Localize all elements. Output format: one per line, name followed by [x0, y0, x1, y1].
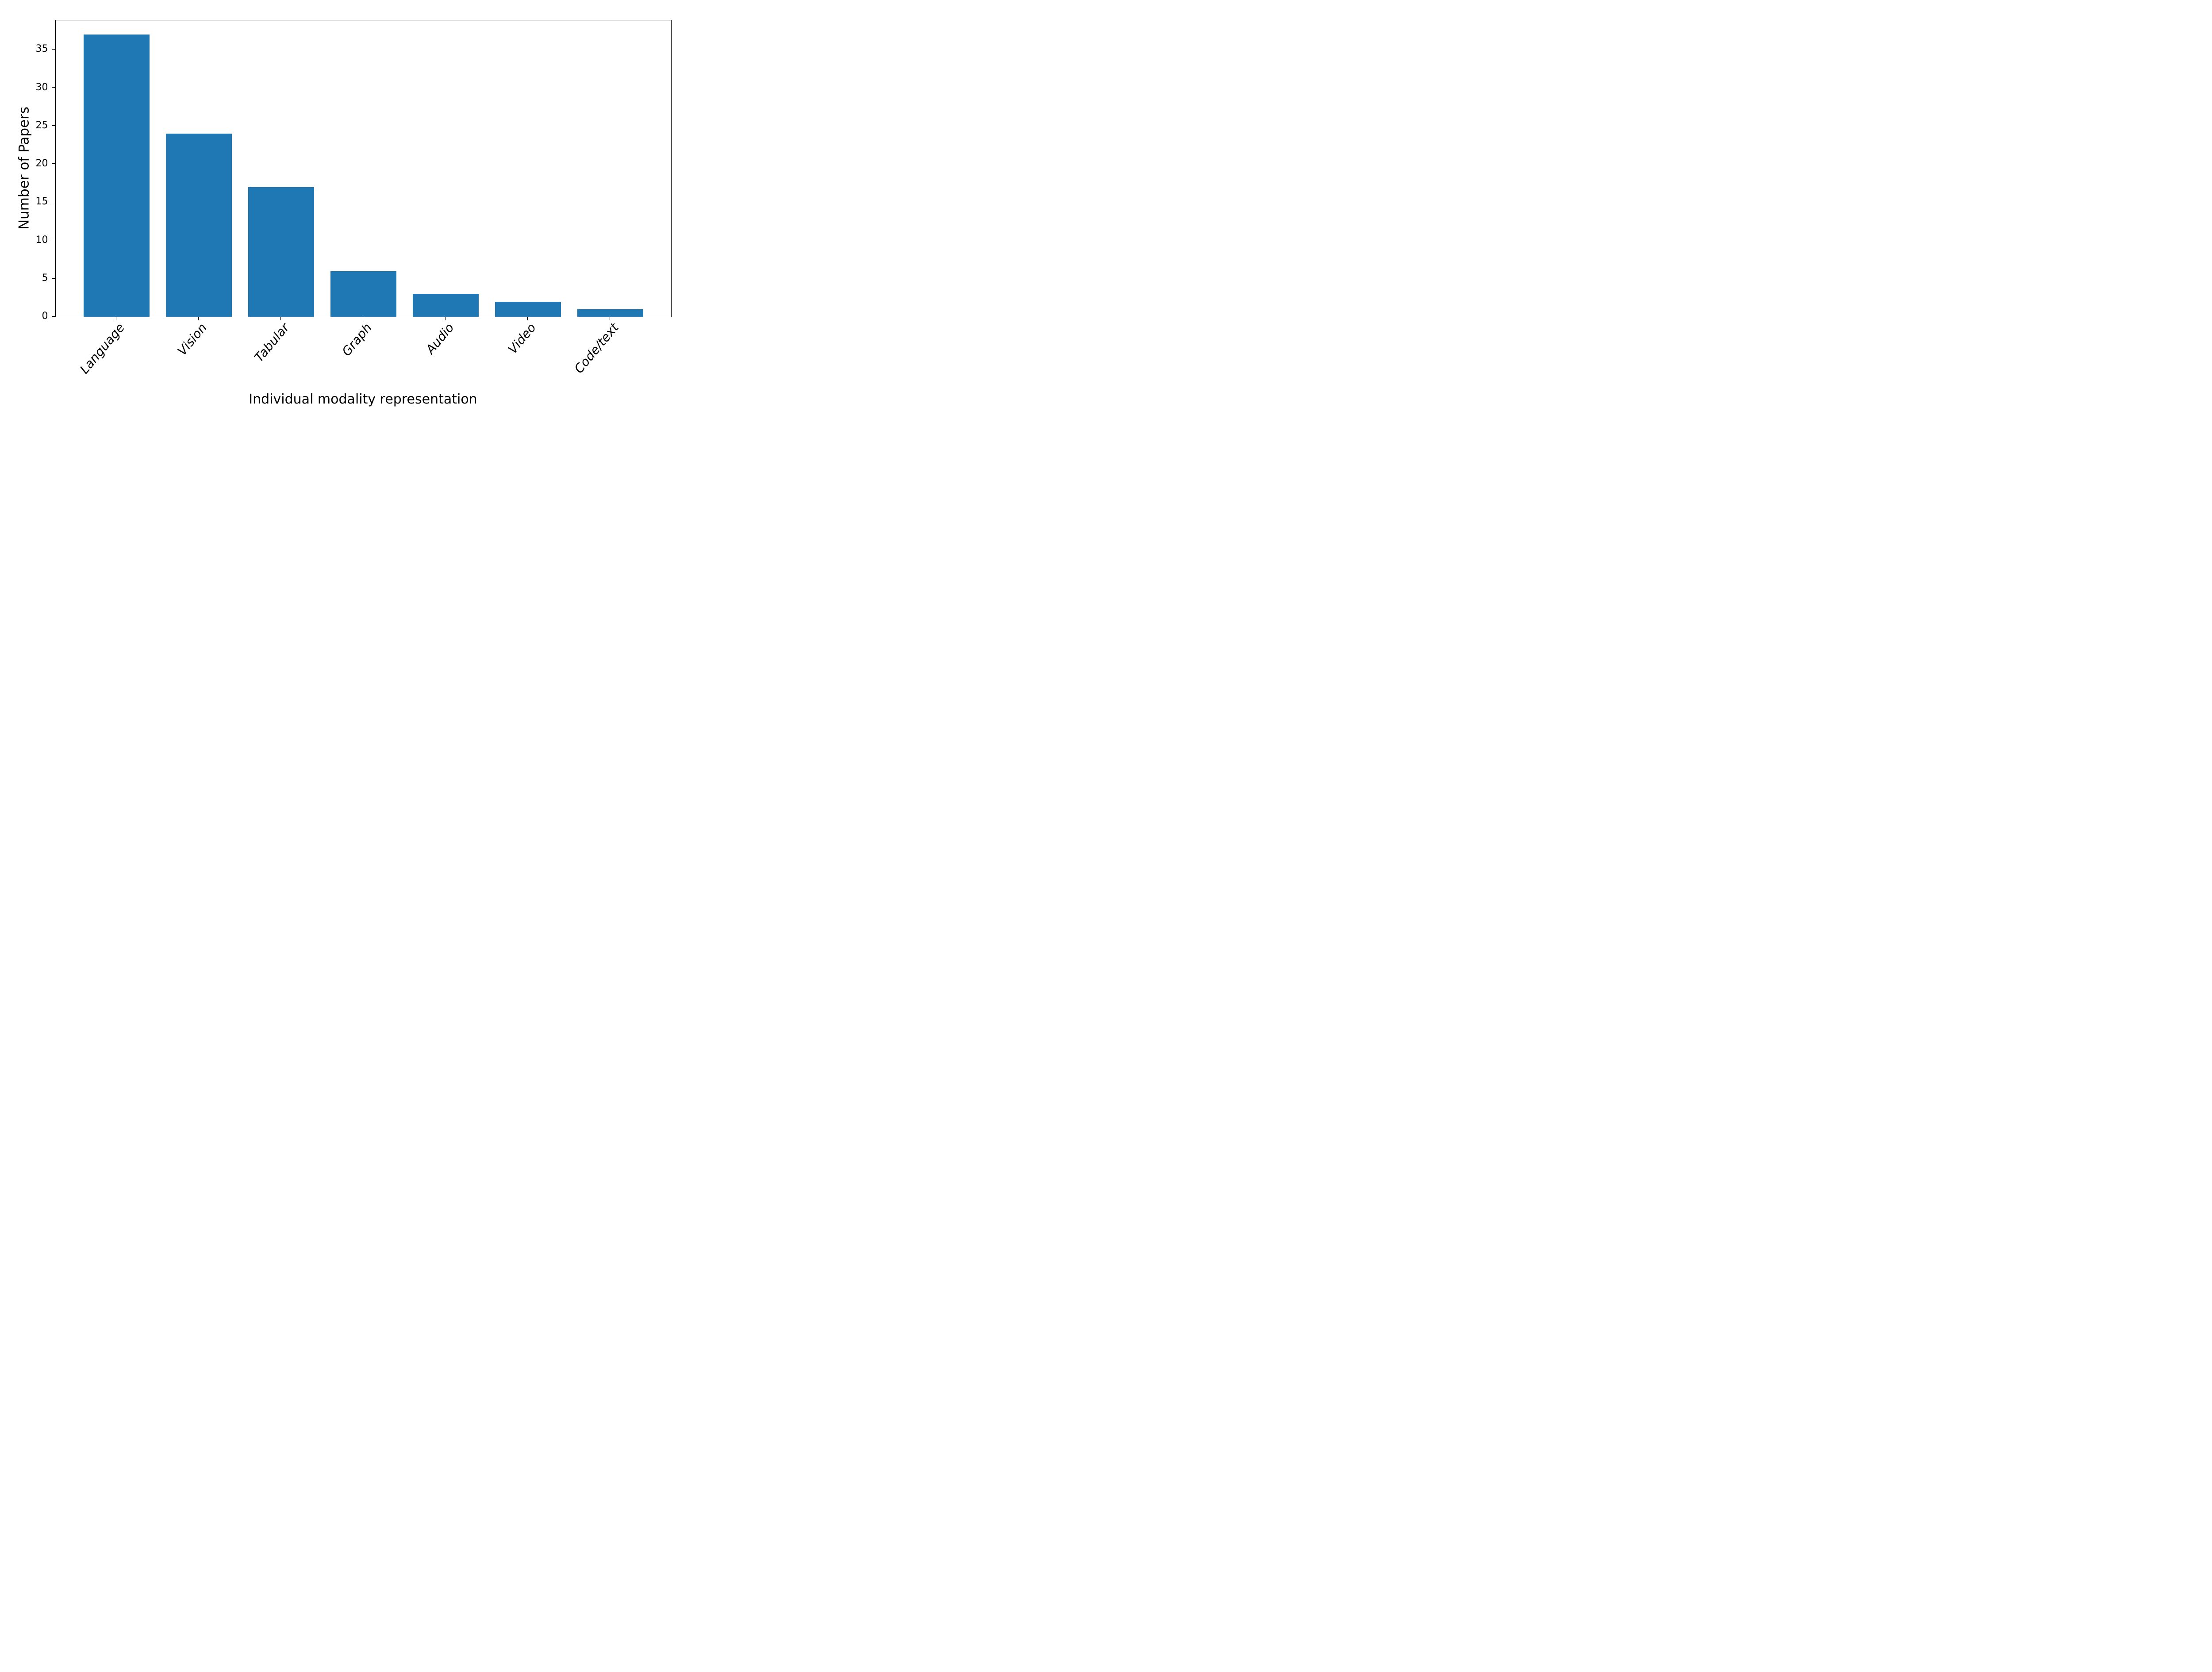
y-tick-label: 10	[35, 234, 48, 246]
x-tick-label: Language	[77, 320, 128, 377]
y-tick-mark	[51, 49, 55, 50]
x-tick-mark	[115, 317, 117, 320]
bar-vision	[166, 134, 232, 317]
bar-graph	[330, 271, 396, 317]
x-tick-mark	[609, 317, 611, 320]
x-tick-label: Video	[505, 320, 539, 357]
y-tick-label: 15	[35, 196, 48, 208]
y-axis-label: Number of Papers	[16, 106, 32, 230]
bar-language	[84, 34, 150, 317]
y-tick-mark	[51, 163, 55, 164]
y-tick-mark	[51, 316, 55, 317]
y-tick-label: 25	[35, 119, 48, 131]
figure: 0 5 10 15 20 25 30 35 Language Vision Tabular Graph…	[0, 0, 684, 418]
x-axis-label: Individual modality representation	[249, 392, 477, 407]
y-tick-label: 5	[42, 272, 48, 284]
x-tick-mark	[280, 317, 281, 320]
y-tick-label: 30	[35, 81, 48, 93]
y-tick-label: 20	[35, 158, 48, 169]
x-tick-label: Audio	[422, 320, 457, 357]
y-tick-mark	[51, 201, 55, 203]
y-tick-mark	[51, 125, 55, 126]
bar-tabular	[248, 187, 314, 317]
x-tick-mark	[198, 317, 199, 320]
y-tick-label: 35	[35, 43, 48, 55]
x-tick-label: Graph	[338, 320, 375, 359]
bar-audio	[413, 294, 479, 317]
x-tick-label: Tabular	[251, 320, 292, 365]
y-tick-mark	[51, 239, 55, 241]
bar-code-text	[577, 309, 643, 317]
bar-video	[495, 301, 561, 317]
plot-area	[55, 20, 672, 317]
x-tick-mark	[527, 317, 528, 320]
y-tick-mark	[51, 87, 55, 88]
x-tick-mark	[362, 317, 364, 320]
x-tick-label: Code/text	[571, 320, 622, 376]
y-tick-label: 0	[42, 311, 48, 322]
x-tick-label: Vision	[175, 320, 210, 358]
x-tick-mark	[445, 317, 446, 320]
y-tick-mark	[51, 278, 55, 279]
